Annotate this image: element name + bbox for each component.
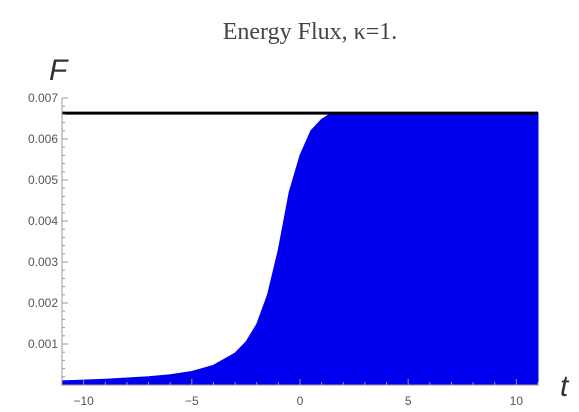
y-tick-label: 0.007: [28, 91, 58, 105]
y-tick-label: 0.001: [28, 337, 58, 351]
y-tick-label: 0.005: [28, 173, 58, 187]
chart-title: Energy Flux, κ=1.: [223, 19, 398, 45]
y-tick-label: 0.004: [28, 214, 58, 228]
x-tick-label: −5: [185, 394, 199, 408]
y-axis-label: F: [49, 54, 69, 87]
x-tick-label: 10: [510, 394, 524, 408]
flux-area-series-0: [61, 112, 539, 386]
x-axis-label: t: [560, 370, 570, 403]
y-tick-label: 0.003: [28, 255, 58, 269]
y-tick-label: 0.006: [28, 132, 58, 146]
axes: 0.001 0.002 0.003 0.004 0.005 0.006 0.007 −10 −5…: [28, 91, 539, 408]
x-tick-label: −10: [73, 394, 94, 408]
x-tick-label: 5: [405, 394, 412, 408]
x-tick-label: 0: [297, 394, 304, 408]
plot-area: [61, 111, 539, 386]
y-tick-label: 0.002: [28, 296, 58, 310]
